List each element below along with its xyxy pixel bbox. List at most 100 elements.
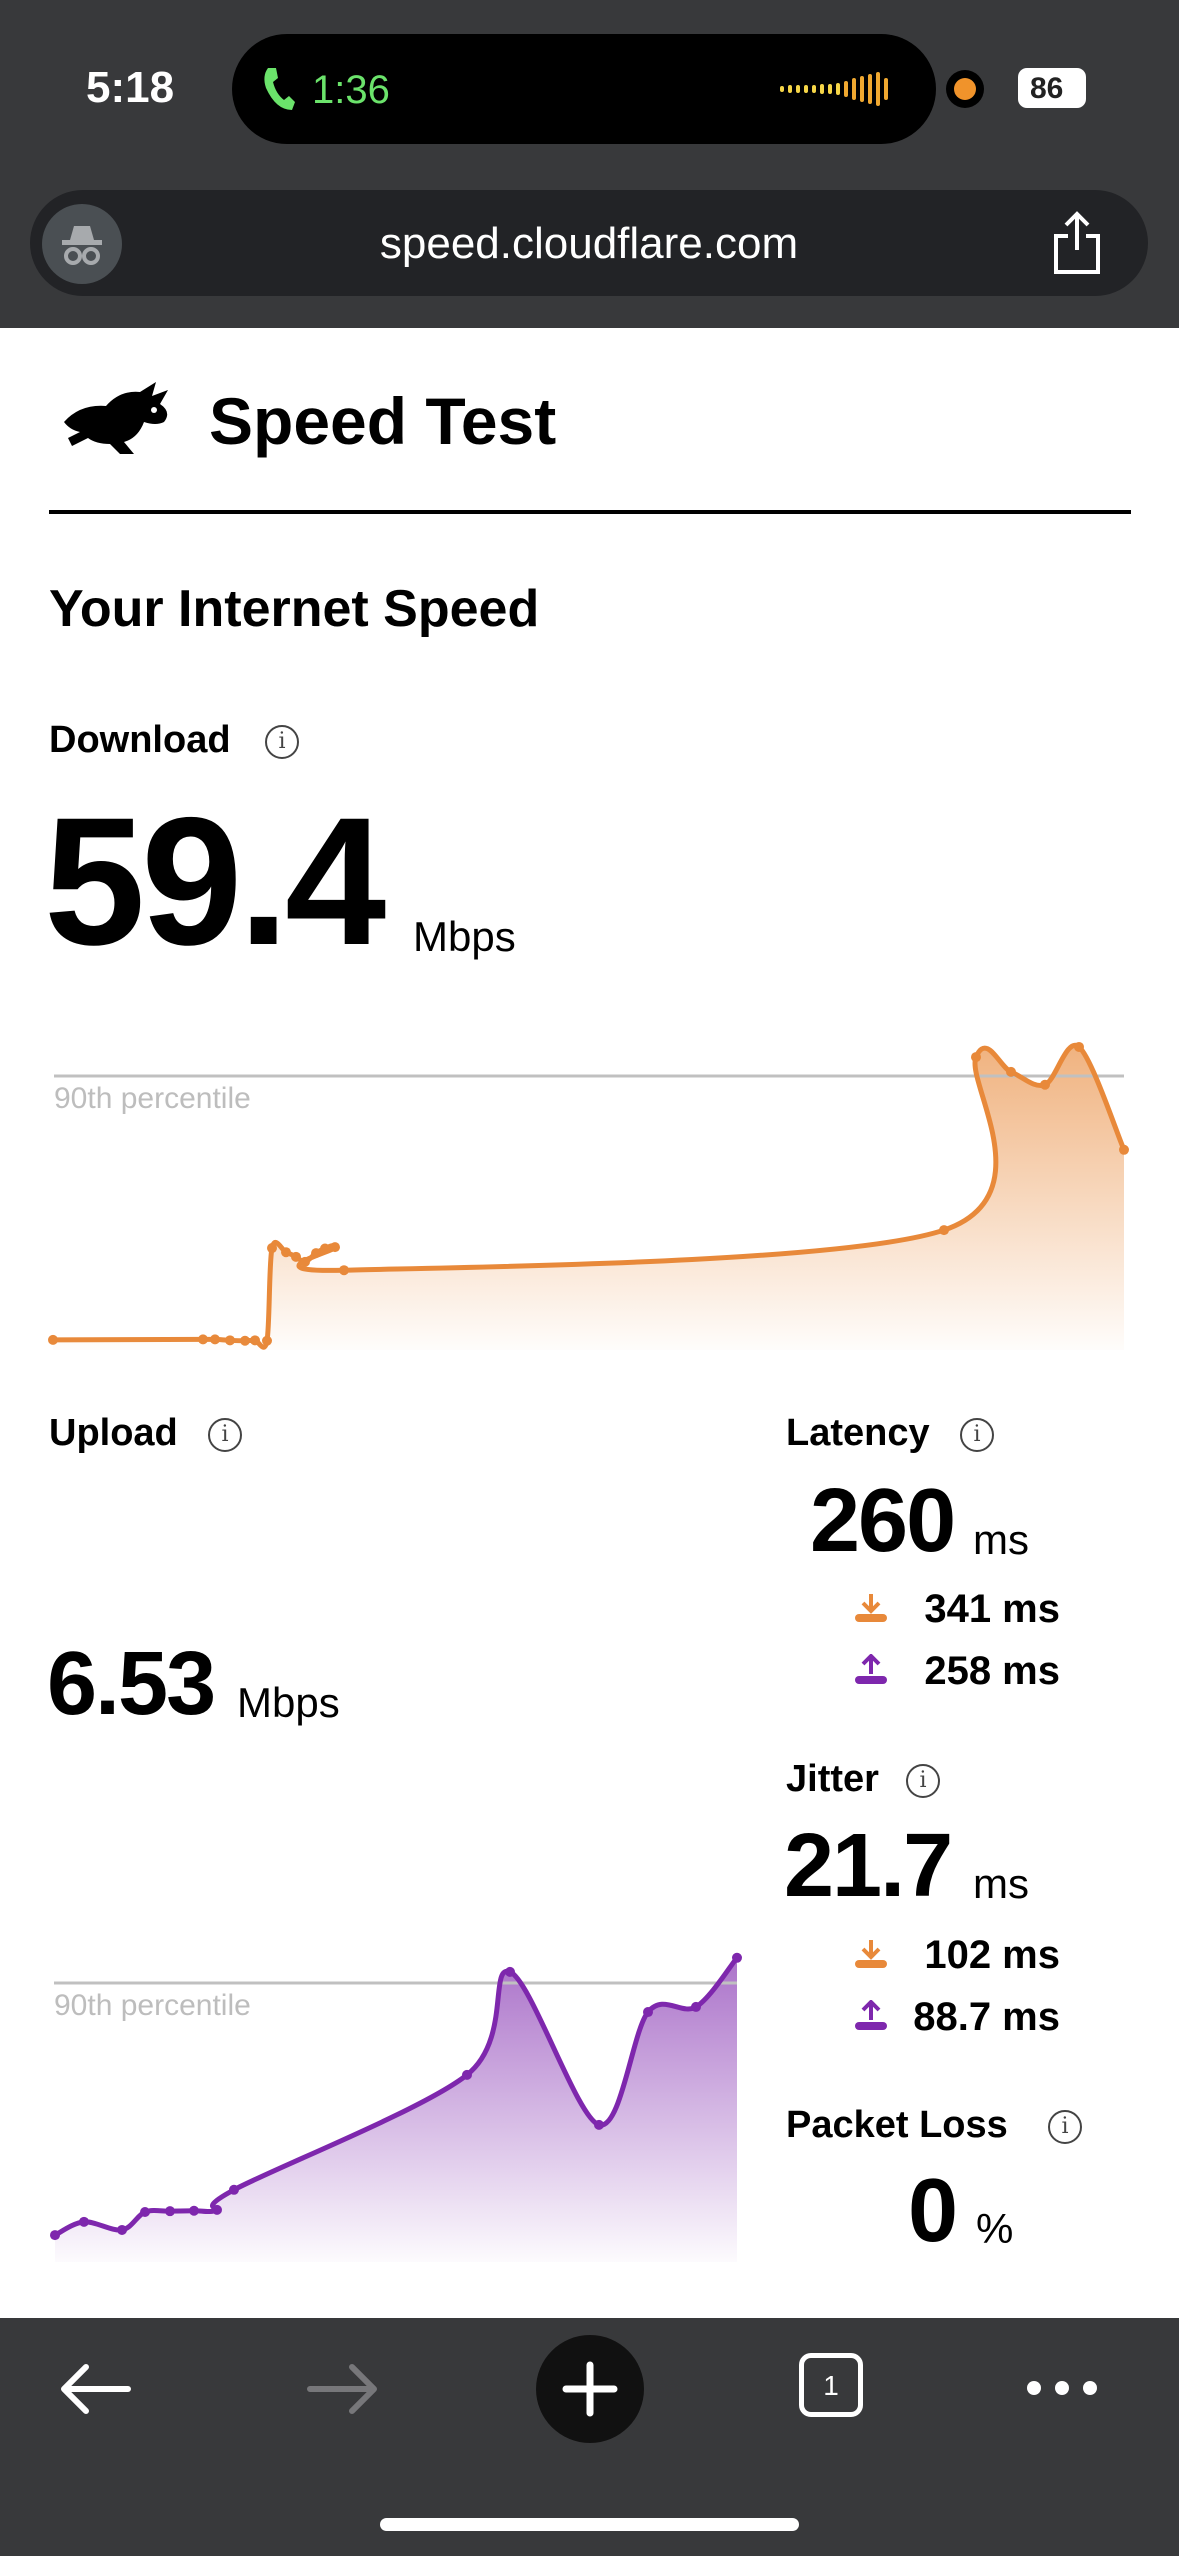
upload-chart-point	[732, 1952, 742, 1963]
download-chart-point	[939, 1225, 949, 1236]
upload-label: Upload	[49, 1412, 178, 1454]
forward-arrow-icon[interactable]	[306, 2362, 380, 2416]
latency-value: 260	[810, 1471, 956, 1571]
download-info-icon[interactable]: i	[265, 725, 299, 759]
download-chart-point	[339, 1265, 349, 1276]
incognito-icon[interactable]	[42, 204, 122, 284]
header-divider	[49, 510, 1131, 514]
plus-icon	[562, 2361, 618, 2417]
download-chart-point	[330, 1242, 340, 1253]
download-chart-point	[300, 1256, 310, 1267]
audio-waveform-icon	[780, 72, 888, 106]
download-chart-point	[1040, 1079, 1050, 1090]
waveform-bar	[852, 78, 856, 100]
download-chart-point	[225, 1335, 235, 1346]
back-arrow-icon[interactable]	[58, 2362, 132, 2416]
upload-chart-point	[594, 2119, 604, 2130]
download-chart-point	[198, 1334, 208, 1345]
latency-upload: 258 ms	[924, 1649, 1060, 1693]
download-arrow-icon	[855, 1940, 887, 1968]
download-chart-point	[291, 1251, 301, 1262]
upload-chart-point	[691, 2001, 701, 2012]
upload-chart-point	[79, 2216, 89, 2227]
packet-loss-label: Packet Loss	[786, 2104, 1008, 2146]
latency-unit: ms	[973, 1516, 1029, 1563]
download-chart	[48, 1041, 1129, 1350]
upload-chart-point	[165, 2206, 175, 2217]
download-chart-point	[210, 1334, 220, 1345]
upload-chart-point	[140, 2207, 150, 2218]
download-chart-point	[311, 1248, 321, 1259]
upload-chart-point	[462, 2069, 472, 2080]
waveform-bar	[844, 81, 848, 97]
privacy-indicator-dot	[954, 78, 976, 100]
tabs-button[interactable]: 1	[799, 2353, 863, 2417]
home-indicator[interactable]	[380, 2518, 799, 2531]
jitter-info-icon[interactable]: i	[906, 1764, 940, 1798]
download-chart-point	[250, 1335, 260, 1346]
phone-icon	[264, 68, 295, 110]
jitter-download: 102 ms	[924, 1933, 1060, 1977]
download-arrow-icon	[855, 1594, 887, 1622]
waveform-bar	[780, 86, 784, 92]
download-chart-point	[48, 1334, 58, 1345]
download-unit: Mbps	[413, 913, 516, 960]
browser-chrome: 5:18 1:36 86 speed.cloudflare.com	[0, 0, 1179, 328]
download-chart-point	[267, 1243, 277, 1254]
download-value: 59.4	[44, 779, 386, 983]
share-icon[interactable]	[1050, 210, 1104, 276]
rabbit-logo[interactable]	[60, 382, 174, 458]
waveform-bar	[884, 78, 888, 100]
tab-count: 1	[823, 2370, 839, 2401]
upload-info-icon[interactable]: i	[208, 1418, 242, 1452]
download-chart-area	[53, 1045, 1124, 1350]
status-time: 5:18	[86, 63, 175, 112]
section-title: Your Internet Speed	[49, 580, 540, 638]
upload-value: 6.53	[47, 1634, 216, 1734]
upload-chart-point	[50, 2230, 60, 2241]
upload-chart	[50, 1952, 742, 2262]
download-chart-point	[971, 1052, 981, 1063]
dynamic-island[interactable]: 1:36	[232, 34, 936, 144]
jitter-value: 21.7	[784, 1816, 953, 1916]
page-title: Speed Test	[209, 384, 557, 458]
browser-toolbar: 1	[0, 2318, 1179, 2556]
waveform-bar	[868, 74, 872, 104]
waveform-bar	[812, 85, 816, 93]
waveform-bar	[860, 76, 864, 102]
packet-loss-value: 0	[908, 2161, 959, 2261]
waveform-bar	[788, 85, 792, 93]
upload-arrow-icon	[855, 1654, 887, 1684]
upload-chart-point	[117, 2224, 127, 2235]
upload-chart-point	[229, 2184, 239, 2195]
upload-unit: Mbps	[237, 1679, 340, 1726]
packet-loss-unit: %	[976, 2205, 1014, 2252]
waveform-bar	[804, 85, 808, 93]
download-chart-point	[281, 1247, 291, 1258]
upload-chart-point	[643, 2007, 653, 2018]
packet-loss-info-icon[interactable]: i	[1048, 2110, 1082, 2144]
upload-chart-point	[505, 1966, 515, 1977]
upload-chart-point	[189, 2205, 199, 2216]
waveform-bar	[836, 83, 840, 95]
upload-chart-point	[212, 2204, 222, 2215]
more-options-icon[interactable]	[1024, 2376, 1100, 2400]
upload-percentile-label: 90th percentile	[54, 1989, 251, 2022]
url-text[interactable]: speed.cloudflare.com	[379, 219, 799, 268]
upload-chart-area	[55, 1957, 737, 2262]
address-bar[interactable]: speed.cloudflare.com	[30, 190, 1148, 296]
latency-download: 341 ms	[924, 1587, 1060, 1631]
download-chart-point	[1074, 1041, 1084, 1052]
latency-info-icon[interactable]: i	[960, 1418, 994, 1452]
jitter-upload: 88.7 ms	[913, 1995, 1060, 2039]
jitter-label: Jitter	[786, 1758, 879, 1800]
download-label: Download	[49, 719, 231, 761]
waveform-bar	[820, 84, 824, 94]
upload-chart-line	[53, 1956, 739, 2238]
download-chart-point	[1006, 1066, 1016, 1077]
download-chart-point	[240, 1335, 250, 1346]
download-chart-point	[320, 1243, 330, 1254]
new-tab-button[interactable]	[536, 2335, 644, 2443]
battery-indicator: 86	[1018, 68, 1086, 108]
jitter-unit: ms	[973, 1860, 1029, 1907]
